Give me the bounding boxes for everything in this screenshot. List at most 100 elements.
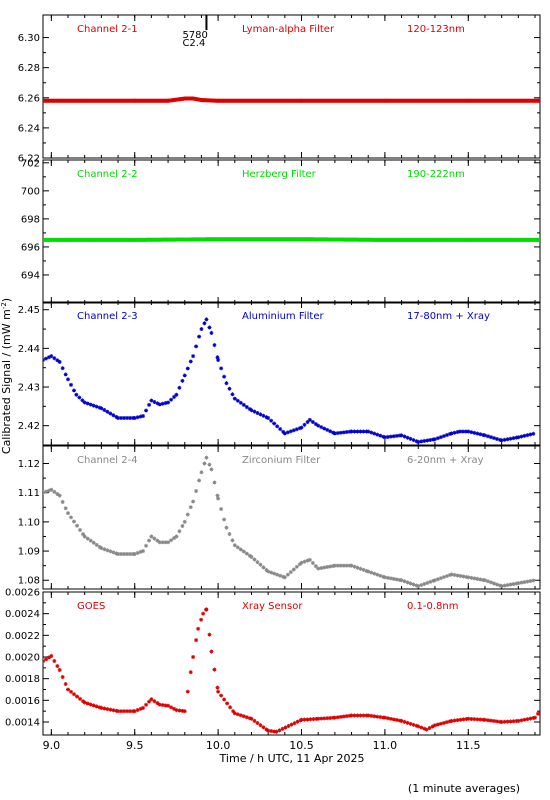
data-point — [452, 572, 457, 577]
data-point — [108, 707, 113, 712]
data-point — [438, 721, 443, 726]
data-point — [457, 429, 462, 434]
data-point — [444, 720, 449, 725]
data-point — [57, 359, 62, 364]
data-point — [416, 724, 421, 729]
data-point — [452, 430, 457, 435]
data-point — [114, 414, 119, 419]
data-point — [116, 709, 121, 714]
data-point — [292, 721, 297, 726]
y-tick-label: 6.28 — [18, 63, 40, 74]
data-point — [319, 425, 324, 430]
data-point — [419, 725, 424, 730]
data-point — [174, 708, 179, 713]
data-point — [349, 429, 354, 434]
data-point — [430, 724, 435, 729]
data-point — [174, 534, 179, 539]
data-point — [305, 420, 310, 425]
data-point — [169, 397, 174, 402]
data-point — [355, 429, 360, 434]
data-point — [185, 689, 190, 694]
data-point — [111, 708, 116, 713]
data-point — [155, 538, 160, 543]
y-tick-label: 700 — [21, 186, 40, 197]
data-point — [182, 519, 187, 524]
data-point — [219, 366, 224, 371]
data-point — [152, 699, 157, 704]
data-point — [88, 538, 93, 543]
data-point — [119, 415, 124, 420]
data-point — [122, 709, 127, 714]
data-point — [128, 709, 133, 714]
data-point — [502, 583, 507, 588]
data-point — [311, 717, 316, 722]
data-point — [188, 359, 193, 364]
data-point — [283, 725, 288, 730]
data-point — [325, 427, 330, 432]
data-point — [174, 392, 179, 397]
data-point — [155, 701, 160, 706]
y-tick-label: 696 — [21, 242, 40, 253]
panel-frame — [42, 445, 541, 590]
data-point — [516, 581, 521, 586]
data-point — [266, 569, 271, 574]
data-point — [47, 488, 52, 493]
data-point — [99, 705, 104, 710]
y-tick-label: 1.11 — [18, 488, 40, 499]
y-tick-label: 698 — [21, 214, 40, 225]
data-point — [147, 402, 152, 407]
data-point — [447, 431, 452, 436]
data-point — [202, 461, 207, 466]
data-point — [475, 431, 480, 436]
data-point — [85, 401, 90, 406]
data-point — [286, 724, 291, 729]
data-point — [302, 422, 307, 427]
y-tick-label: 702 — [21, 158, 40, 169]
data-point — [169, 538, 174, 543]
data-point — [297, 426, 302, 431]
data-point — [182, 373, 187, 378]
data-point — [72, 388, 77, 393]
data-point — [180, 378, 185, 383]
data-point — [299, 560, 304, 565]
data-point — [352, 429, 357, 434]
data-point — [411, 722, 416, 727]
panel-frame — [42, 14, 541, 159]
data-point — [160, 540, 165, 545]
data-point — [108, 549, 113, 554]
data-point — [399, 433, 404, 438]
x-tick-label: 9.0 — [43, 739, 61, 752]
x-tick-label: 9.5 — [126, 739, 144, 752]
data-point — [216, 496, 221, 501]
data-point — [335, 715, 340, 720]
data-point — [491, 436, 496, 441]
data-point — [528, 579, 533, 584]
data-point — [335, 563, 340, 568]
data-point — [144, 543, 149, 548]
data-point — [111, 413, 116, 418]
data-point — [455, 573, 460, 578]
data-point — [269, 729, 274, 734]
data-point — [128, 551, 133, 556]
data-point — [244, 404, 249, 409]
data-point — [144, 408, 149, 413]
data-point — [227, 386, 232, 391]
data-point — [49, 354, 54, 359]
data-point — [466, 575, 471, 580]
data-point — [319, 716, 324, 721]
data-point — [258, 412, 263, 417]
data-point — [485, 434, 490, 439]
data-point — [55, 358, 60, 363]
data-point — [44, 657, 49, 662]
y-tick-label: 0.0020 — [5, 653, 40, 664]
data-point — [344, 430, 349, 435]
data-point — [132, 415, 137, 420]
data-point — [291, 567, 296, 572]
data-point — [224, 381, 229, 386]
data-point — [172, 706, 177, 711]
data-point — [288, 570, 293, 575]
data-point — [519, 580, 524, 585]
data-point — [69, 689, 74, 694]
data-point — [66, 511, 71, 516]
data-point — [341, 714, 346, 719]
